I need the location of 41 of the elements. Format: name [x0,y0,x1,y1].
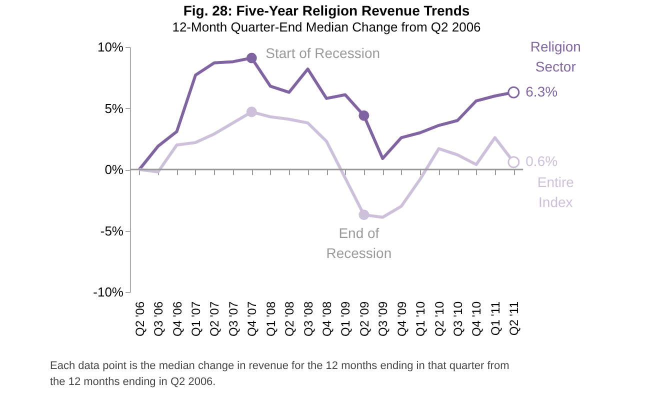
x-tick-label: Q2 '10 [432,301,446,336]
y-tick-label: -10% [93,284,124,300]
x-tick-label: Q1 '10 [414,301,428,336]
x-tick-label: Q2 '08 [282,301,297,336]
y-tick-label: 10% [97,40,124,54]
point [246,106,257,118]
point [246,52,257,64]
x-tick-label: Q4 '07 [245,301,260,336]
x-tick-label: Q4 '10 [470,301,484,336]
text: Each data point is the median change in revenue for the 12 months ending in that quarter from the 12 months ending in Q2 2006. [50,360,510,388]
x-tick-label: Q3 '07 [226,301,240,336]
x-tick-label: Q2 '06 [132,301,147,336]
annotation: End of Recession [326,224,392,261]
y-tick-label: 0% [104,162,124,177]
chart-title: Fig. 28: Five-Year Religion Revenue Trends [183,2,470,18]
point [358,210,370,220]
x-tick-label: Q2 '11 [507,301,522,336]
point [358,110,370,121]
x-tick-label: Q3 '06 [152,301,166,336]
x-tick-label: Q1 '11 [488,301,502,336]
x-tick-label: Q1 '08 [264,301,278,336]
y-tick-label: -5% [100,223,124,238]
x-tick-label: Q2 '07 [208,301,222,336]
point [508,156,520,168]
x-tick-label: Q3 '08 [301,301,316,336]
data-label: 0.6% [526,153,558,170]
x-tick-label: Q4 '09 [394,301,409,336]
x-tick-label: Q3 '09 [376,301,390,336]
x-tick-label: Q1 '09 [338,301,353,336]
data-label: 6.3% [526,83,558,100]
x-tick-label: Q2 '09 [357,301,372,336]
annotation: Start of Recession [266,45,380,62]
chart-subtitle: 12-Month Quarter-End Median Change from Q2 2006 [172,19,481,34]
series-label: Religion Sector [530,38,581,74]
x-tick-label: Q4 '08 [320,301,334,336]
series-label: Entire Index [537,174,574,210]
x-tick-label: Q3 '10 [451,301,465,336]
x-tick-label: Q4 '06 [170,301,184,336]
y-tick-label: 5% [104,100,124,116]
point [508,86,520,98]
x-tick-label: Q1 '07 [189,301,203,336]
